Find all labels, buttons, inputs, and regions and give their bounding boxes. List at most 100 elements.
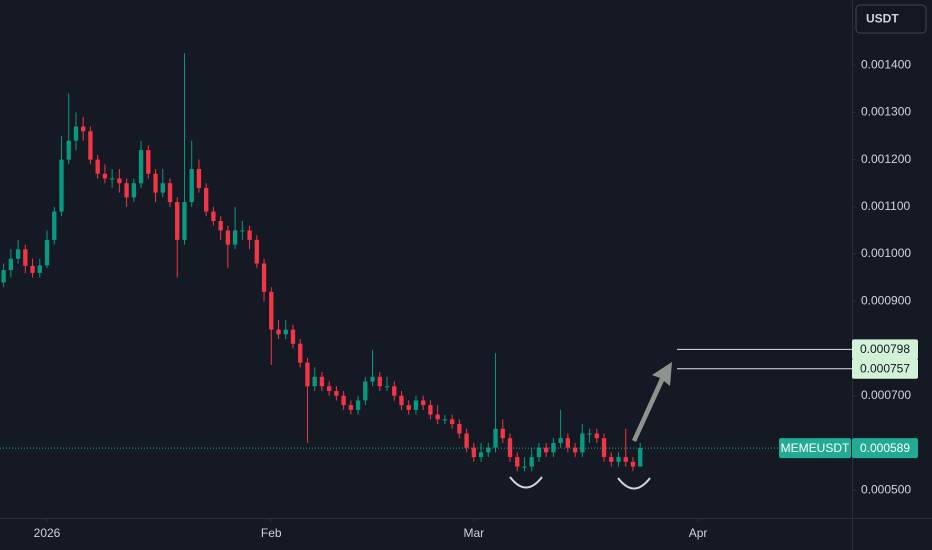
candle-body: [312, 376, 317, 387]
candle-body: [384, 386, 390, 388]
candle-body: [138, 150, 144, 184]
y-tick-label: 0.001400: [861, 57, 911, 71]
candle-body: [551, 442, 556, 453]
candle-body: [572, 447, 578, 453]
bottom-curve: [617, 477, 651, 490]
candle-body: [124, 183, 129, 198]
last-price-label: 0.000589: [860, 441, 910, 455]
candle-body: [81, 126, 86, 132]
candle-body: [276, 329, 281, 335]
candle-body: [290, 329, 296, 344]
candle-body: [587, 433, 592, 435]
candle-body: [399, 395, 404, 406]
candle-body: [500, 428, 505, 439]
candle-body: [493, 428, 498, 448]
candle-body: [37, 265, 42, 273]
candle-body: [247, 230, 252, 240]
candle-body: [95, 159, 100, 174]
candle-body: [435, 414, 440, 420]
candle-body: [428, 405, 433, 415]
candle-body: [305, 362, 310, 387]
x-tick-label: Apr: [689, 526, 708, 540]
candle-body: [254, 239, 259, 264]
candle-body: [442, 419, 448, 421]
candle-body: [326, 386, 332, 391]
candle-body: [594, 433, 599, 439]
y-tick-label: 0.000900: [861, 293, 911, 307]
candle-body: [486, 447, 491, 453]
candle-body: [196, 169, 202, 188]
candle-body: [23, 249, 28, 266]
candle-body: [225, 230, 231, 245]
candle-body: [406, 405, 411, 410]
candle-body: [457, 424, 462, 434]
candle-body: [609, 457, 614, 462]
candle-body: [334, 390, 339, 396]
candle-body: [341, 395, 346, 406]
candle-body: [146, 150, 151, 174]
candle-body: [529, 457, 534, 467]
candle-body: [218, 220, 223, 231]
candle-body: [204, 187, 209, 212]
candle-body: [182, 202, 187, 240]
candle-body: [638, 448, 643, 467]
candle-body: [464, 433, 469, 448]
candle-body: [52, 211, 57, 240]
candle-body: [189, 169, 194, 203]
y-tick-label: 0.000700: [861, 388, 911, 402]
candle-body: [131, 183, 136, 198]
candle-body: [283, 329, 288, 335]
candle-body: [269, 291, 274, 330]
candle-body: [44, 239, 50, 266]
candle-body: [601, 438, 607, 458]
candle-body: [348, 405, 354, 410]
candle-body: [478, 452, 484, 458]
candle-body: [355, 400, 361, 410]
candle-body: [449, 419, 455, 425]
candle-body: [59, 159, 64, 212]
y-tick-label: 0.001100: [861, 199, 910, 213]
candle-body: [536, 447, 542, 458]
candle-body: [30, 265, 35, 273]
candle-body: [363, 381, 368, 401]
candle-body: [298, 343, 303, 363]
candle-body: [558, 438, 563, 443]
candle-body: [73, 126, 79, 141]
x-tick-label: Feb: [261, 526, 282, 540]
candle-body: [211, 211, 216, 221]
target-label-box: [852, 339, 918, 360]
candle-body: [15, 249, 21, 259]
target-label: 0.000757: [860, 361, 910, 375]
candle-body: [88, 131, 93, 160]
candle-body: [377, 376, 382, 387]
candle-body: [66, 140, 71, 160]
currency-label[interactable]: USDT: [866, 12, 899, 26]
currency-button[interactable]: [855, 4, 927, 34]
target-label: 0.000798: [860, 342, 910, 356]
candle-body: [240, 230, 245, 232]
candle-body: [522, 466, 527, 468]
candle-body: [392, 386, 397, 396]
symbol-box: [779, 438, 851, 459]
last-price-box: [852, 438, 918, 459]
candle-body: [232, 230, 238, 245]
y-tick-label: 0.001300: [861, 105, 911, 119]
candle-body: [565, 438, 571, 448]
candle-body: [109, 178, 115, 180]
bottom-curve: [509, 476, 543, 489]
candle-body: [175, 202, 180, 240]
y-tick-label: 0.000500: [861, 482, 911, 496]
candle-body: [413, 400, 419, 410]
candle-body: [8, 258, 14, 271]
candle-body: [616, 457, 621, 462]
x-tick-label: 2026: [34, 526, 61, 540]
candle-body: [370, 376, 375, 382]
candle-body: [580, 433, 585, 453]
candle-body: [1, 270, 6, 283]
trend-arrow: [632, 362, 672, 442]
candle-body: [153, 173, 158, 193]
y-tick-label: 0.001000: [861, 246, 911, 260]
